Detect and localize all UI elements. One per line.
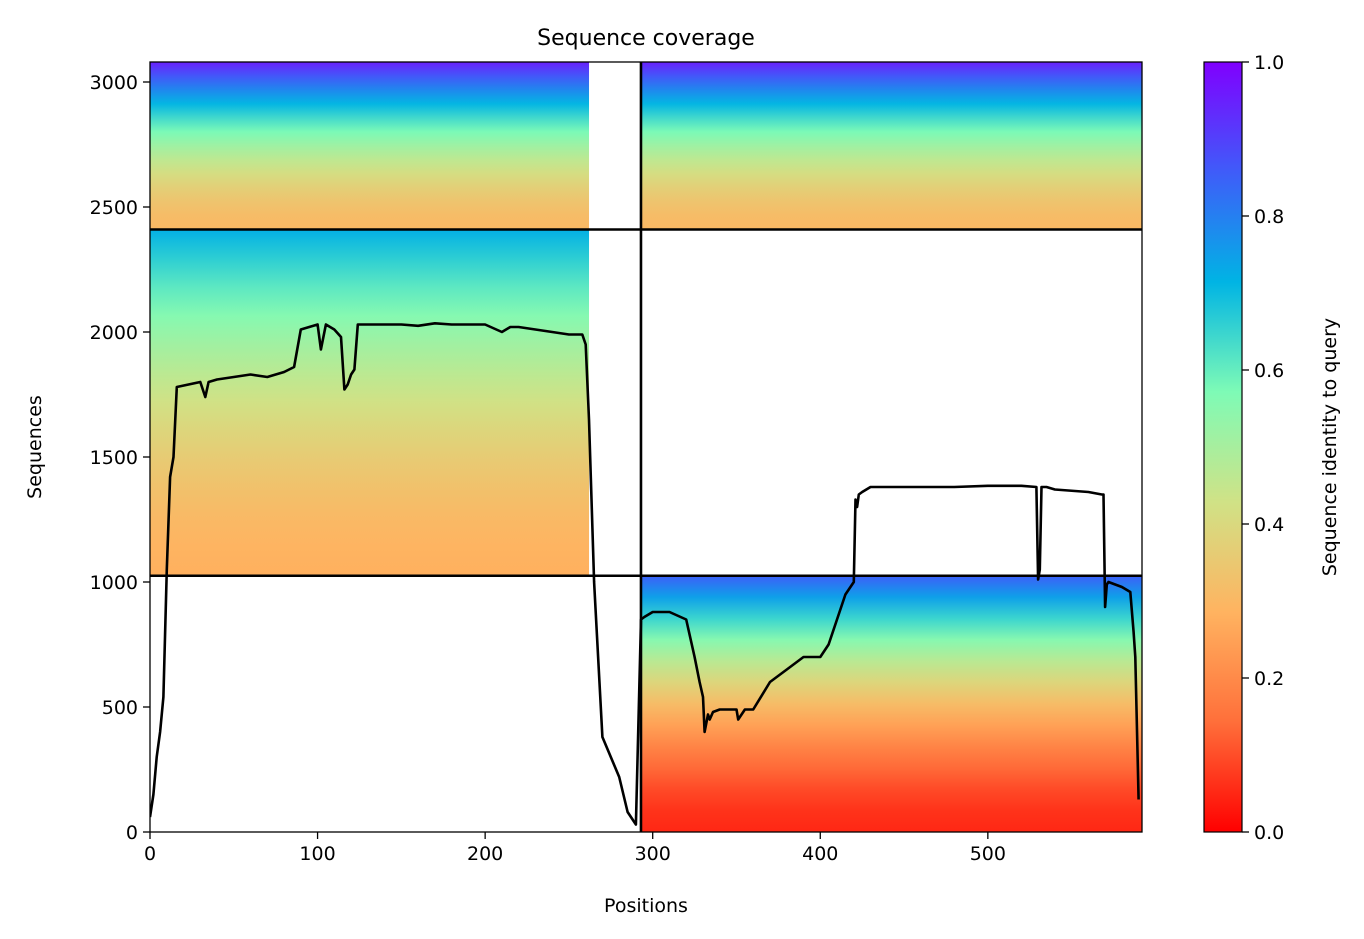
colorbar-tick-label: 1.0 [1254,52,1284,74]
y-tick-label: 0 [126,822,138,844]
coverage-block [640,62,1142,230]
x-axis: 0 100 200 300 400 500 [144,832,1006,865]
section-boundaries [150,62,1142,832]
coverage-block [640,575,1142,832]
coverage-line-layer [150,322,1140,826]
y-tick-label: 1000 [90,572,138,594]
chart-title: Sequence coverage [537,26,755,51]
y-tick-label: 500 [102,697,138,719]
x-tick-label: 200 [467,843,503,865]
x-tick-label: 500 [970,843,1006,865]
colorbar-tick-label: 0.8 [1254,206,1284,228]
coverage-block [150,229,590,576]
coverage-blocks [150,62,1142,832]
colorbar-tick-label: 0.0 [1254,822,1284,844]
x-tick-label: 100 [299,843,335,865]
y-tick-label: 1500 [90,447,138,469]
coverage-block [150,62,590,230]
y-tick-label: 2000 [90,322,138,344]
coverage-line [150,322,1140,826]
y-axis: 0 500 1000 1500 2000 2500 3000 [90,72,150,844]
colorbar-tick-label: 0.2 [1254,668,1284,690]
colorbar-label: Sequence identity to query [1319,318,1341,576]
y-tick-label: 2500 [90,197,138,219]
colorbar-axis: 0.0 0.2 0.4 0.6 0.8 1.0 [1242,52,1284,844]
x-tick-label: 400 [802,843,838,865]
colorbar-tick-label: 0.6 [1254,360,1284,382]
y-axis-label: Sequences [24,395,46,499]
colorbar-bar [1203,61,1243,833]
y-tick-label: 3000 [90,72,138,94]
x-tick-label: 0 [144,843,156,865]
x-tick-label: 300 [635,843,671,865]
colorbar-tick-label: 0.4 [1254,514,1284,536]
plot-frame [149,61,1143,833]
x-axis-label: Positions [604,895,688,917]
